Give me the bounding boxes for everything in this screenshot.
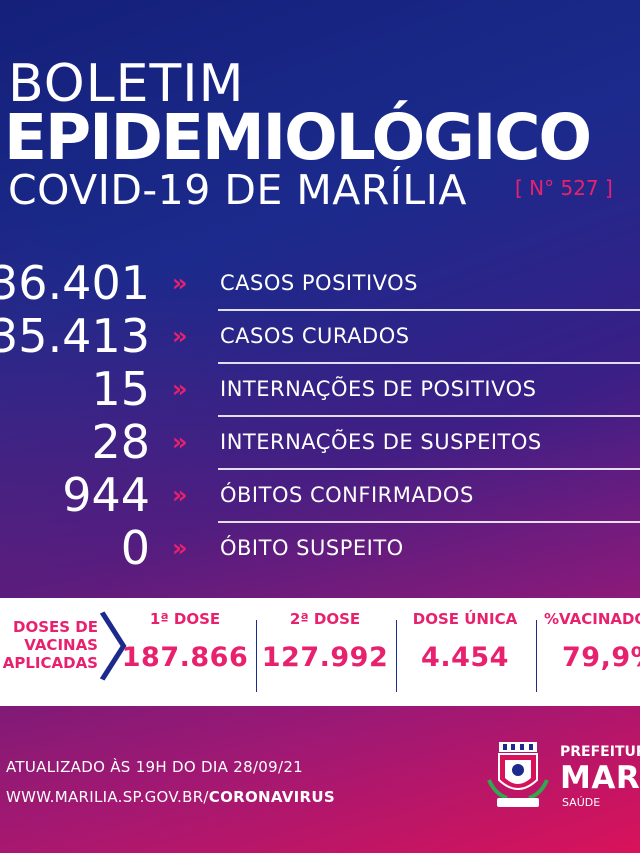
divider [536,620,537,692]
vaccine-single-dose: DOSE ÚNICA 4.454 [400,610,530,694]
vaccine-percent-vaccinated: %VACINADOS 79,9% [544,610,640,694]
stat-value: 944 [62,468,150,522]
stat-value: 36.401 [0,256,150,310]
vaccination-panel: DOSES DE VACINAS APLICADAS 〉 1ª DOSE 187… [0,598,640,706]
stat-label: INTERNAÇÕES DE SUSPEITOS [220,430,542,454]
title-boletim: BOLETIM [8,54,245,114]
update-timestamp: ATUALIZADO ÀS 19H DO DIA 28/09/21 [6,758,304,776]
stat-label: CASOS POSITIVOS [220,271,418,295]
vaccine-label: %VACINADOS [544,610,640,628]
double-chevron-icon: » [172,322,187,350]
vaccination-heading-line: DOSES DE [13,618,98,636]
edition-number: [ N° 527 ] [515,176,613,200]
vaccine-second-dose: 2ª DOSE 127.992 [260,610,390,694]
stat-row-internacoes-suspeitos: 28 » INTERNAÇÕES DE SUSPEITOS [0,415,640,470]
double-chevron-icon: » [172,375,187,403]
divider [218,415,640,417]
stat-row-internacoes-positivos: 15 » INTERNAÇÕES DE POSITIVOS [0,362,640,417]
vaccine-label: 2ª DOSE [289,610,361,628]
website-url-prefix: WWW.MARILIA.SP.GOV.BR/ [6,788,209,806]
double-chevron-icon: » [172,428,187,456]
city-crest-icon [487,742,549,807]
logo-prefeitura: PREFEITURA [560,744,640,760]
double-chevron-icon: » [172,269,187,297]
stat-label: ÓBITOS CONFIRMADOS [220,483,474,507]
stat-label: INTERNAÇÕES DE POSITIVOS [220,377,537,401]
divider [218,468,640,470]
subtitle-covid-marilia: COVID-19 DE MARÍLIA [8,166,467,214]
vaccine-value: 79,9% [562,642,640,673]
stat-row-casos-positivos: 36.401 » CASOS POSITIVOS [0,256,640,311]
stat-value: 15 [91,362,150,416]
stat-row-casos-curados: 35.413 » CASOS CURADOS [0,309,640,364]
vaccine-label: DOSE ÚNICA [412,610,518,628]
website-url-suffix: CORONAVIRUS [208,788,335,806]
website-link[interactable]: WWW.MARILIA.SP.GOV.BR/CORONAVIRUS [6,788,335,806]
divider [256,620,257,692]
stat-row-obito-suspeito: 0 » ÓBITO SUSPEITO [0,522,640,574]
divider [218,362,640,364]
vaccine-value: 187.866 [121,642,249,673]
logo-city-name: MARÍLIA [560,760,640,796]
brace-icon: 〉 [96,606,170,692]
stat-row-obitos-confirmados: 944 » ÓBITOS CONFIRMADOS [0,468,640,523]
divider [396,620,397,692]
vaccine-first-dose: 1ª DOSE 187.866 [120,610,250,694]
logo-department: SAÚDE [562,796,601,809]
vaccine-value: 127.992 [261,642,389,673]
double-chevron-icon: » [172,534,187,562]
vaccination-heading: DOSES DE VACINAS APLICADAS [0,618,98,672]
double-chevron-icon: » [172,481,187,509]
vaccination-heading-line: VACINAS [24,636,98,654]
stat-label: ÓBITO SUSPEITO [220,536,404,560]
vaccine-label: 1ª DOSE [149,610,221,628]
vaccination-heading-line: APLICADAS [2,654,98,672]
divider [218,309,640,311]
divider [218,521,640,523]
stat-value: 0 [120,521,150,575]
stat-value: 35.413 [0,309,150,363]
stat-label: CASOS CURADOS [220,324,410,348]
title-epidemiologico: EPIDEMIOLÓGICO [4,101,592,174]
vaccine-value: 4.454 [421,642,509,673]
stat-value: 28 [91,415,150,469]
